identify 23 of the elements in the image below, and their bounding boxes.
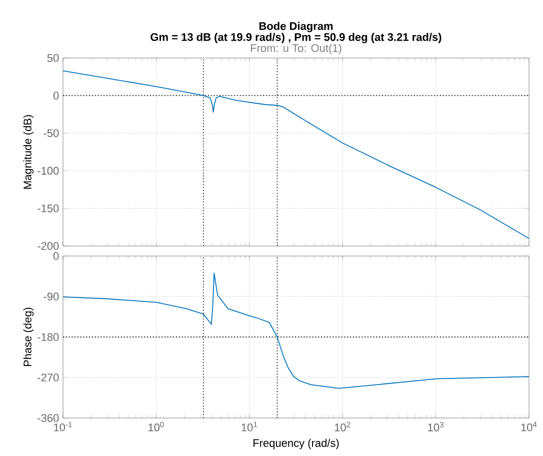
chart-subtitle: Gm = 13 dB (at 19.9 rad/s) , Pm = 50.9 deg (at 3.21 rad/s): [150, 32, 442, 44]
x-tick-label: 10$^{2}$: [334, 422, 350, 432]
y-tick-label: -50: [44, 129, 59, 138]
y-tick-label: -100: [38, 166, 59, 175]
x-tick-label: 10$^{0}$: [148, 422, 164, 432]
y-tick-label: 0: [53, 92, 59, 100]
y-tick-label: -270: [38, 374, 59, 382]
y-axis-title: Magnitude (dB): [23, 115, 34, 189]
x-axis-title: Frequency (rad/s): [254, 438, 339, 450]
y-tick-label: -150: [38, 204, 59, 212]
chart-title: Bode Diagram: [259, 22, 333, 32]
y-tick-label: 50: [47, 54, 59, 62]
x-tick-label: 10$^{4}$: [521, 422, 537, 432]
y-tick-label: -360: [38, 414, 59, 422]
x-tick-label: 10$^{3}$: [428, 422, 444, 432]
x-tick-label: 10$^{-1}$: [54, 422, 72, 432]
y-tick-label: -180: [38, 333, 59, 341]
text: From: u To: Out(1): [250, 44, 342, 54]
y-tick-label: 0: [53, 252, 59, 260]
y-axis-title: Phase (deg): [23, 308, 34, 366]
y-tick-label: -90: [44, 292, 59, 300]
y-tick-label: -200: [38, 242, 59, 250]
x-tick-label: 10$^{1}$: [242, 422, 258, 432]
